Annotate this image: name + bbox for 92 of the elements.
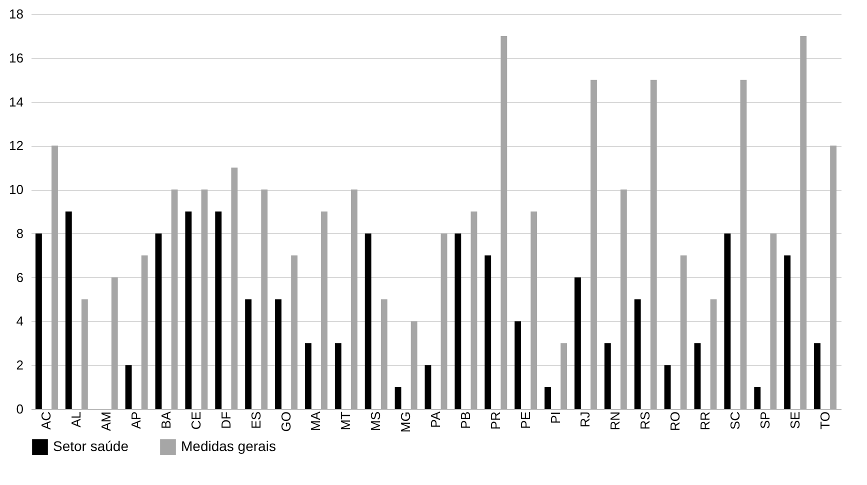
bar [724,233,731,409]
y-tick-label: 2 [16,358,24,373]
bar [650,80,657,409]
bar [171,190,178,409]
x-tick-label: SC [727,412,742,430]
x-tick-label: GO [278,412,294,432]
x-tick-label: MS [368,411,384,431]
x-tick-label: PE [518,411,533,429]
x-tick-label: SP [757,412,772,429]
bar [410,321,418,409]
legend-label: Setor saúde [53,438,129,454]
x-tick-label: MA [308,411,324,431]
x-tick-label: DF [218,411,234,429]
bar [215,212,222,409]
bar [81,299,88,409]
bar [185,212,192,409]
bar [155,233,162,409]
bar [604,343,611,409]
bar [784,255,791,409]
x-tick-label: RJ [578,412,593,428]
bar [394,387,402,409]
x-tick-label: AM [98,412,114,431]
bar [590,80,597,409]
bar [334,343,342,409]
bar [261,190,268,409]
bar [141,255,148,409]
bar [291,255,298,409]
bar [754,387,761,409]
x-tick-label: AP [128,412,144,429]
bar [484,255,492,409]
y-tick-label: 18 [9,6,24,22]
x-tick-label: ES [248,411,264,429]
bar [664,365,671,409]
bar [710,299,717,409]
x-tick-label: BA [158,411,174,429]
bar [245,299,252,409]
y-tick-label: 6 [16,270,24,285]
bar [350,190,358,409]
bar [634,299,641,409]
y-tick-label: 16 [9,50,24,66]
x-tick-label: AC [38,412,54,430]
x-tick-label: PA [428,411,443,428]
bar [424,365,432,409]
x-tick-label: PI [548,412,563,424]
bar [380,299,388,409]
x-tick-label: RS [638,411,653,430]
bar [530,212,538,409]
bar [830,146,837,409]
x-tick-label: RO [668,412,683,431]
x-tick-label: MT [338,411,354,430]
bar [500,36,508,409]
bar [740,80,747,409]
bar [275,299,282,409]
x-tick-label: AL [68,412,84,428]
bar [800,36,807,409]
bar [770,233,777,409]
bar [470,212,478,409]
bar [35,233,42,409]
bar [620,190,627,409]
bar [321,212,328,409]
bar [574,277,581,409]
legend-label: Medidas gerais [181,438,276,454]
bar [304,343,312,409]
bar [65,212,72,409]
x-tick-label: PR [488,412,503,430]
y-tick-label: 0 [16,402,24,416]
bar [111,277,118,409]
bar [364,233,372,409]
bar [514,321,522,409]
bar [454,233,462,409]
x-tick-label: PB [458,412,473,429]
bar [814,343,820,409]
bar [231,168,238,409]
bar [52,146,58,409]
x-tick-label: CE [188,411,204,430]
x-tick-label: TO [817,412,832,430]
y-tick-label: 8 [16,226,24,241]
bar [680,255,687,409]
y-tick-label: 4 [16,314,24,329]
bar [201,190,208,409]
bar [560,343,568,409]
x-tick-label: RN [608,412,623,430]
x-tick-label: MG [398,412,414,432]
bar [125,365,132,409]
bar [694,343,701,409]
y-tick-label: 12 [9,138,24,154]
y-tick-label: 10 [9,182,24,198]
x-tick-label: RR [698,412,712,430]
x-tick-label: SE [787,411,802,429]
bar [544,387,551,409]
y-tick-label: 14 [9,94,24,110]
bar [440,233,448,409]
